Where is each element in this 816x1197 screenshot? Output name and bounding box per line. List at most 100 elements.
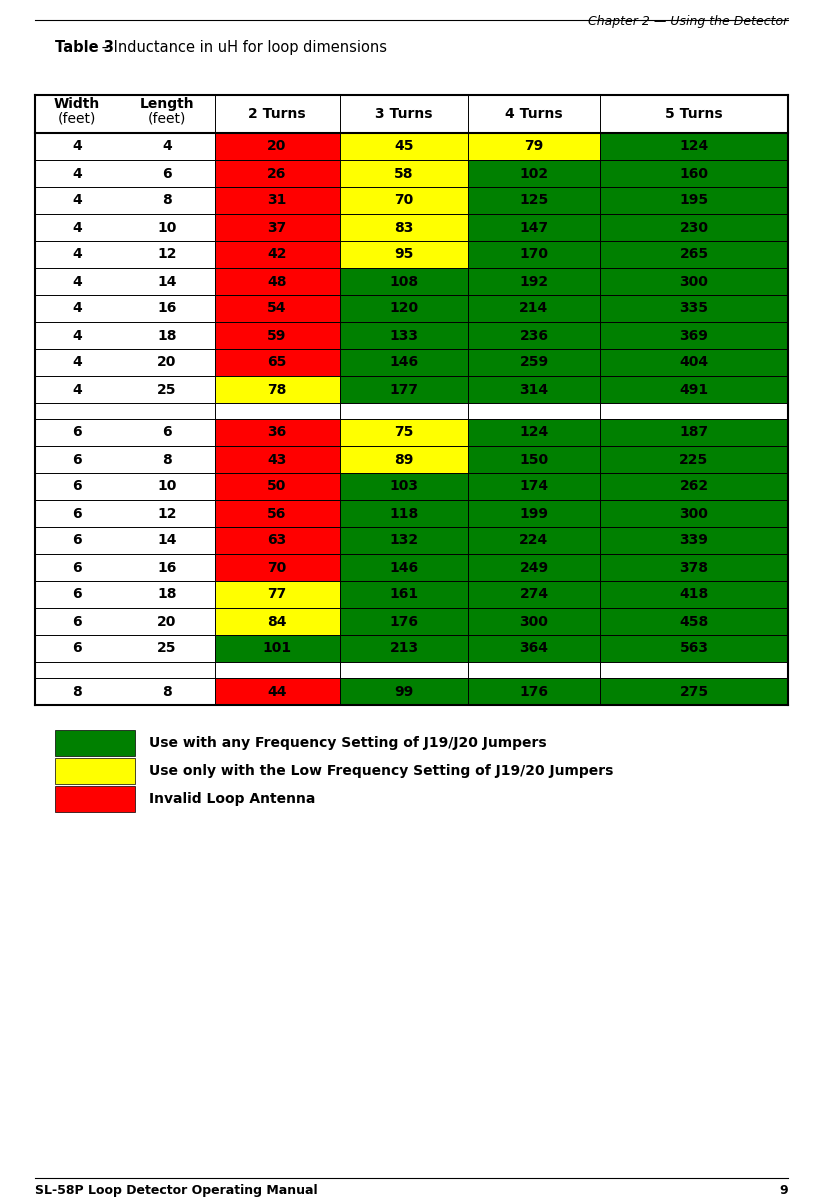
Text: 2 Turns: 2 Turns	[248, 107, 306, 121]
Text: Invalid Loop Antenna: Invalid Loop Antenna	[149, 792, 315, 806]
Text: 177: 177	[389, 383, 419, 396]
Text: 54: 54	[268, 302, 286, 316]
Bar	[340, 473, 468, 500]
Bar	[468, 350, 600, 376]
Bar	[468, 376, 600, 403]
Bar	[600, 419, 788, 446]
Text: 70: 70	[394, 194, 414, 207]
Bar	[215, 608, 340, 634]
Text: 214: 214	[519, 302, 548, 316]
Bar	[600, 678, 788, 705]
Text: 146: 146	[389, 356, 419, 370]
Bar	[215, 187, 340, 214]
Text: 199: 199	[520, 506, 548, 521]
Text: 132: 132	[389, 534, 419, 547]
Text: 10: 10	[157, 480, 177, 493]
Text: Table 3: Table 3	[55, 40, 114, 55]
Bar	[55, 786, 135, 812]
Text: 6: 6	[72, 452, 82, 467]
Text: 59: 59	[268, 328, 286, 342]
Text: 70: 70	[268, 560, 286, 575]
Text: 4 Turns: 4 Turns	[505, 107, 563, 121]
Text: 187: 187	[680, 425, 708, 439]
Text: 249: 249	[520, 560, 548, 575]
Text: 404: 404	[680, 356, 708, 370]
Text: 4: 4	[72, 166, 82, 181]
Text: 20: 20	[268, 140, 286, 153]
Text: 4: 4	[72, 274, 82, 288]
Text: 8: 8	[72, 685, 82, 699]
Text: 14: 14	[157, 534, 177, 547]
Text: 458: 458	[680, 614, 708, 628]
Bar	[340, 350, 468, 376]
Text: 418: 418	[680, 588, 708, 602]
Text: 10: 10	[157, 220, 177, 235]
Text: 18: 18	[157, 328, 177, 342]
Bar	[468, 214, 600, 241]
Bar	[600, 634, 788, 662]
Text: 4: 4	[72, 194, 82, 207]
Bar	[468, 322, 600, 350]
Text: 78: 78	[268, 383, 286, 396]
Text: 274: 274	[520, 588, 548, 602]
Bar	[468, 500, 600, 527]
Text: 174: 174	[520, 480, 548, 493]
Bar	[468, 160, 600, 187]
Text: 125: 125	[519, 194, 548, 207]
Text: 37: 37	[268, 220, 286, 235]
Text: 25: 25	[157, 642, 177, 656]
Bar	[340, 241, 468, 268]
Text: 16: 16	[157, 302, 177, 316]
Text: 6: 6	[72, 642, 82, 656]
Text: 36: 36	[268, 425, 286, 439]
Bar	[600, 527, 788, 554]
Bar	[600, 187, 788, 214]
Text: 14: 14	[157, 274, 177, 288]
Text: 6: 6	[162, 166, 172, 181]
Text: 9: 9	[779, 1184, 788, 1197]
Text: 133: 133	[389, 328, 419, 342]
Text: 8: 8	[162, 194, 172, 207]
Bar	[468, 581, 600, 608]
Bar	[340, 187, 468, 214]
Bar	[600, 608, 788, 634]
Text: 369: 369	[680, 328, 708, 342]
Bar	[340, 294, 468, 322]
Text: 42: 42	[268, 248, 286, 261]
Text: 300: 300	[520, 614, 548, 628]
Bar	[215, 678, 340, 705]
Bar	[600, 160, 788, 187]
Text: 4: 4	[72, 220, 82, 235]
Bar	[468, 419, 600, 446]
Text: 118: 118	[389, 506, 419, 521]
Text: 20: 20	[157, 614, 177, 628]
Text: 12: 12	[157, 506, 177, 521]
Text: 102: 102	[520, 166, 548, 181]
Text: 236: 236	[520, 328, 548, 342]
Bar	[215, 322, 340, 350]
Text: 195: 195	[680, 194, 708, 207]
Bar	[215, 268, 340, 294]
Bar	[600, 554, 788, 581]
Bar	[340, 268, 468, 294]
Text: 230: 230	[680, 220, 708, 235]
Bar	[600, 214, 788, 241]
Bar	[215, 294, 340, 322]
Text: SL-58P Loop Detector Operating Manual: SL-58P Loop Detector Operating Manual	[35, 1184, 317, 1197]
Text: 108: 108	[389, 274, 419, 288]
Bar	[600, 581, 788, 608]
Text: 48: 48	[268, 274, 286, 288]
Text: 6: 6	[72, 425, 82, 439]
Text: 6: 6	[72, 614, 82, 628]
Text: 6: 6	[162, 425, 172, 439]
Bar	[340, 581, 468, 608]
Text: 364: 364	[520, 642, 548, 656]
Bar	[468, 187, 600, 214]
Text: 160: 160	[680, 166, 708, 181]
Text: 84: 84	[268, 614, 286, 628]
Text: 176: 176	[520, 685, 548, 699]
Bar	[215, 500, 340, 527]
Bar	[600, 322, 788, 350]
Text: 58: 58	[394, 166, 414, 181]
Bar	[215, 419, 340, 446]
